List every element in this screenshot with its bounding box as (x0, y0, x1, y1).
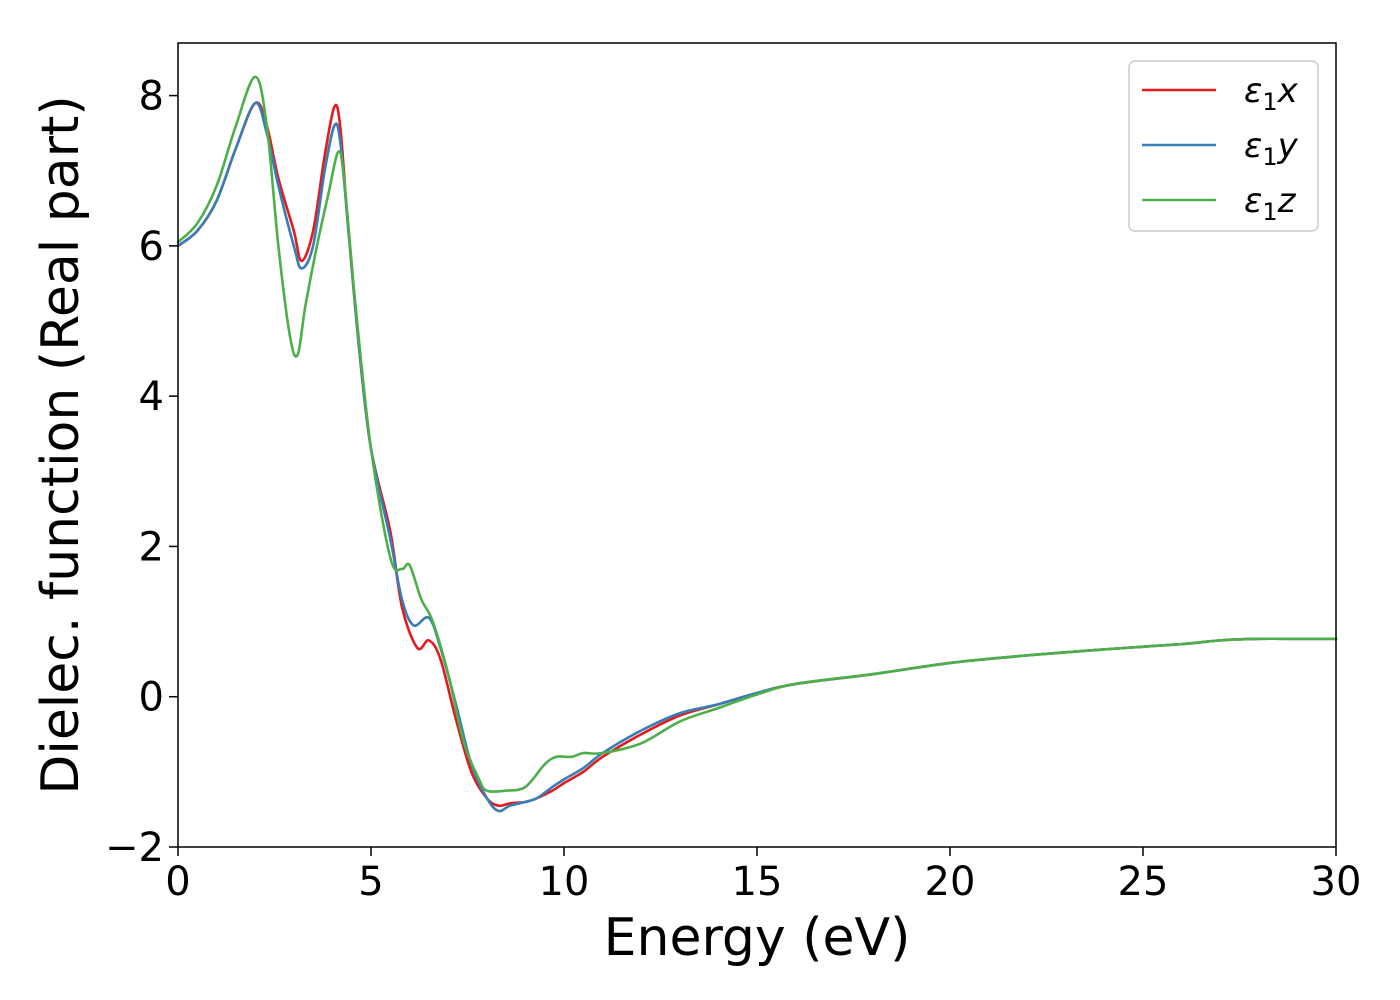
x-tick-label: 25 (1118, 859, 1169, 905)
legend-label-y: ε1y (1244, 126, 1299, 171)
legend: ε1x ε1y ε1z (1128, 60, 1319, 232)
x-tick-label: 5 (358, 859, 383, 905)
y-tick-label: 6 (139, 224, 164, 270)
y-tick-label: 4 (139, 374, 164, 420)
x-axis-label: Energy (eV) (604, 908, 911, 968)
x-tick-label: 30 (1311, 859, 1362, 905)
legend-box (1128, 60, 1319, 232)
legend-label-z: ε1z (1244, 181, 1297, 226)
y-tick-label: 8 (139, 74, 164, 120)
y-tick-label: 0 (139, 675, 164, 721)
legend-label-x: ε1x (1244, 71, 1299, 116)
series-layer (176, 75, 1338, 813)
y-axis-label: Dielec. function (Real part) (31, 95, 91, 794)
x-tick-label: 10 (539, 859, 590, 905)
y-tick-label: 2 (139, 524, 164, 570)
x-tick-label: 15 (732, 859, 783, 905)
x-tick-label: 20 (925, 859, 976, 905)
series-line-z (176, 75, 1338, 793)
y-tick-label: −2 (105, 825, 164, 871)
x-tick-label: 0 (165, 859, 190, 905)
